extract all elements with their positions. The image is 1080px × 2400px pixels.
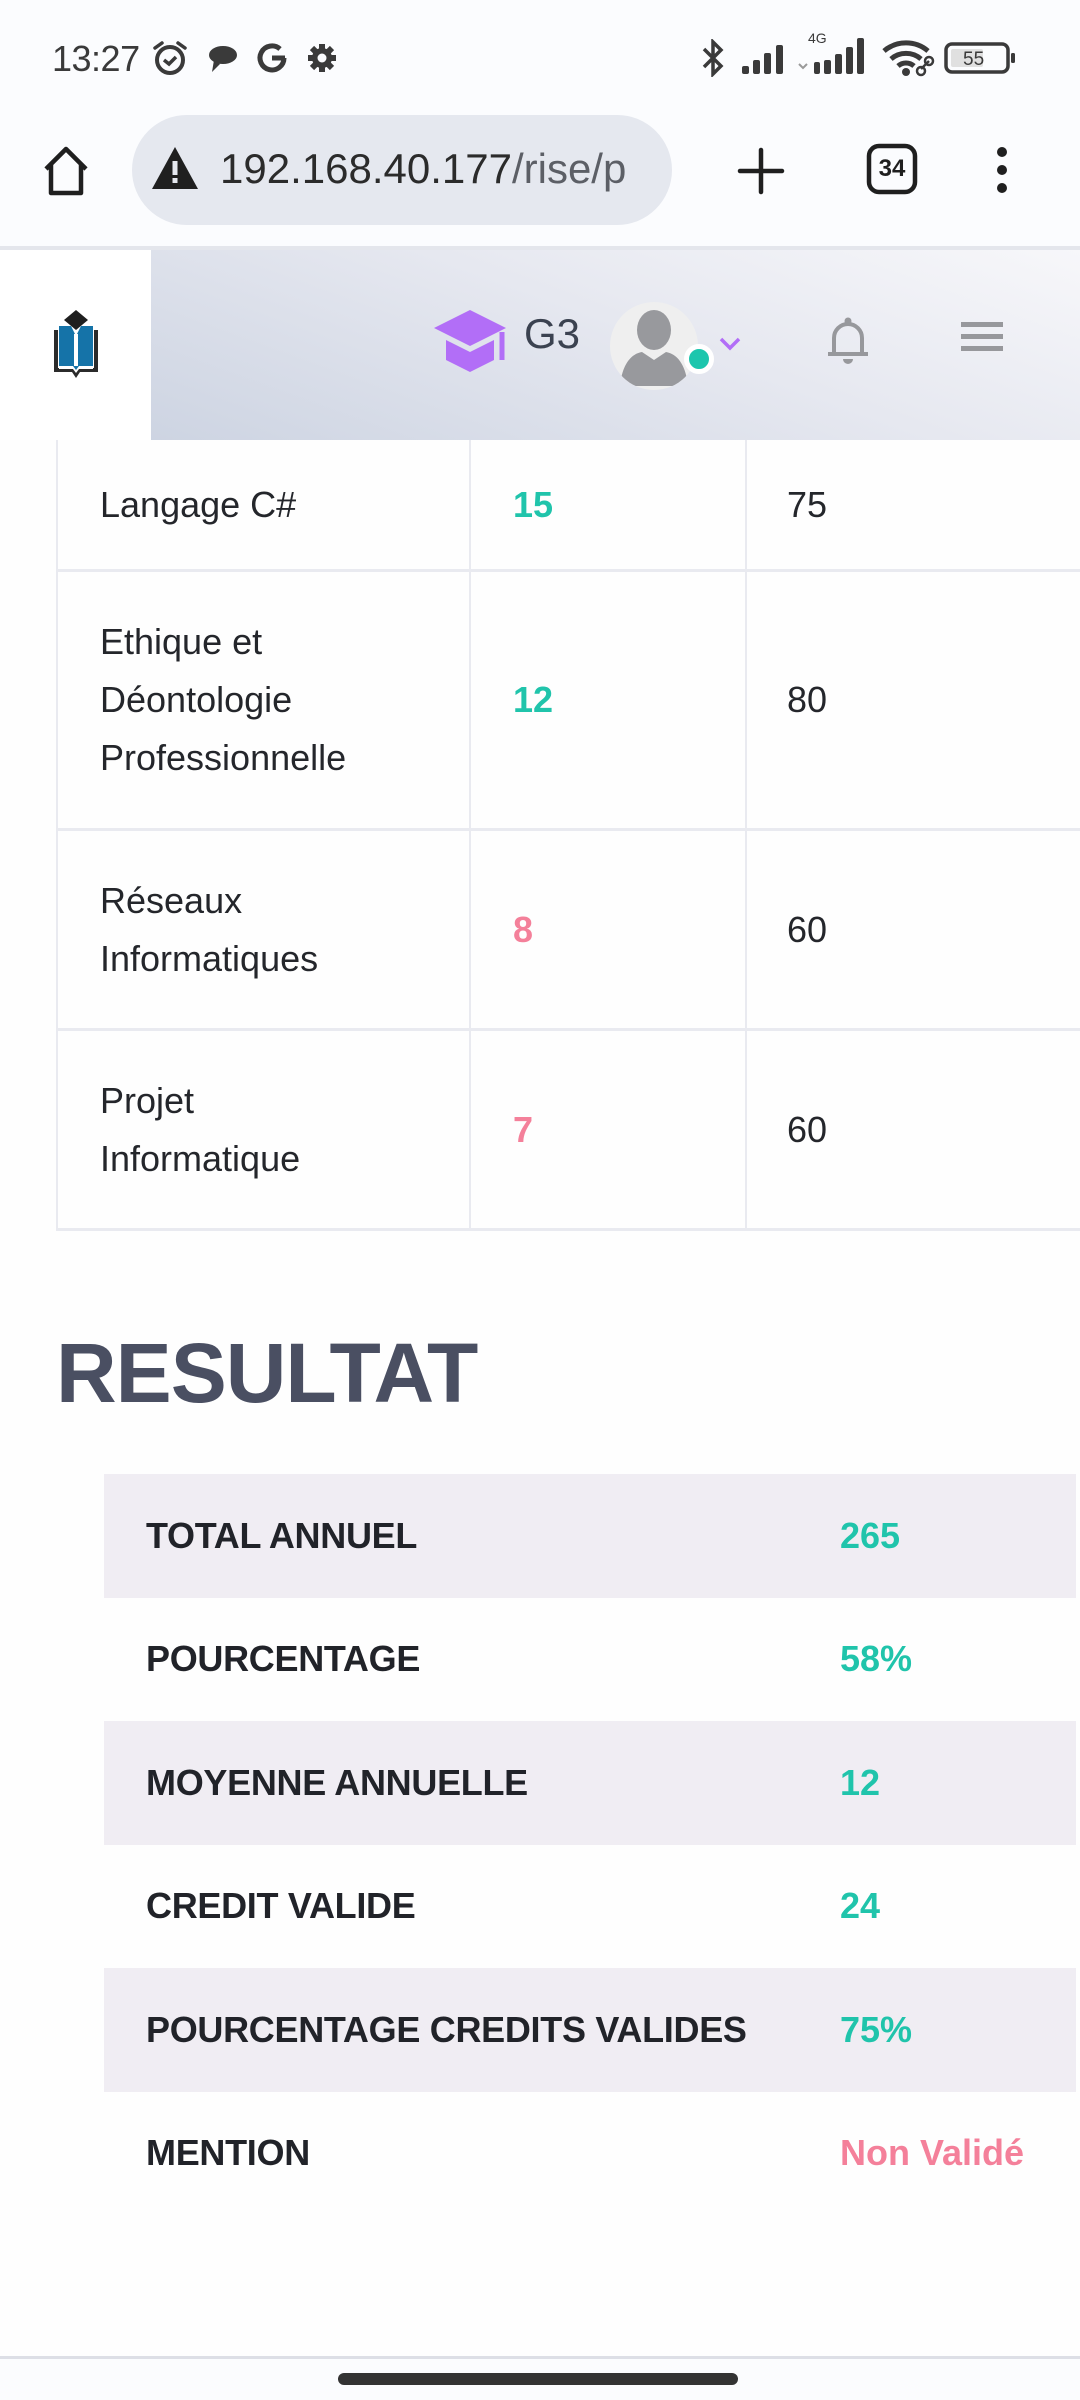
credit-cell: 75: [787, 483, 828, 525]
result-value: 24: [840, 1885, 881, 1927]
class-label[interactable]: G3: [524, 310, 581, 357]
result-label: TOTAL ANNUEL: [146, 1514, 418, 1556]
chat-bubble-icon: [202, 40, 242, 76]
plus-icon: [737, 147, 785, 195]
result-label: POURCENTAGE CREDITS VALIDES: [146, 2008, 747, 2050]
status-time: 13:27: [52, 38, 140, 79]
result-table: TOTAL ANNUEL 265 POURCENTAGE 58% MOYENNE…: [104, 1474, 1076, 2215]
hamburger-menu-icon[interactable]: [961, 322, 1005, 359]
note-cell: 12: [471, 572, 747, 828]
alarm-icon: [150, 40, 190, 76]
4g-signal-icon: 4G: [796, 30, 870, 76]
result-row-mention: MENTION Non Validé: [104, 2092, 1076, 2216]
result-value: 265: [840, 1514, 901, 1556]
battery-icon: 55: [944, 40, 1018, 76]
mention-status-value: Non Validé: [840, 2132, 1025, 2174]
nav-divider: [0, 2356, 1080, 2359]
home-icon: [44, 146, 88, 196]
home-gesture-handle[interactable]: [338, 2373, 738, 2385]
signal-icon: [738, 40, 790, 76]
home-button[interactable]: [40, 145, 92, 202]
result-row-moyenne-annuelle: MOYENNE ANNUELLE 12: [104, 1721, 1076, 1845]
result-label: MOYENNE ANNUELLE: [146, 1761, 528, 1803]
graduation-cap-icon: [432, 308, 510, 379]
status-bar: 13:27 4G 55: [0, 0, 1080, 118]
app-logo-icon[interactable]: [52, 308, 100, 385]
subject-cell: Projet Informatique: [58, 1031, 471, 1228]
table-row: Ethique et Déontologie Professionnelle 1…: [58, 572, 1080, 831]
online-status-dot: [684, 344, 714, 374]
url-text[interactable]: 192.168.40.177/rise/p: [220, 145, 627, 192]
logo-area[interactable]: [0, 250, 151, 440]
credit-cell: 60: [787, 1108, 828, 1150]
credit-cell: 60: [787, 908, 828, 950]
subject-cell: Langage C#: [58, 440, 471, 569]
subject-cell: Réseaux Informatiques: [58, 831, 471, 1028]
tab-switcher-button[interactable]: 34: [866, 143, 918, 195]
result-row-total-annuel: TOTAL ANNUEL 265: [104, 1474, 1076, 1598]
svg-text:55: 55: [963, 49, 984, 70]
note-cell: 8: [471, 831, 747, 1028]
result-label: MENTION: [146, 2132, 310, 2174]
warning-triangle-icon[interactable]: [150, 145, 200, 196]
browser-divider: [0, 246, 1080, 250]
tabs-icon: [866, 143, 918, 195]
result-label: POURCENTAGE: [146, 1638, 421, 1680]
result-row-pourcentage: POURCENTAGE 58%: [104, 1598, 1076, 1722]
user-menu-chevron-down-icon[interactable]: [718, 336, 742, 357]
wifi-icon: [880, 40, 936, 77]
result-label: CREDIT VALIDE: [146, 1885, 416, 1927]
app-header: G3: [0, 250, 1080, 440]
browser-menu-button[interactable]: [990, 146, 1014, 201]
table-row: Langage C# 15 75: [58, 440, 1080, 572]
new-tab-button[interactable]: [736, 146, 786, 201]
result-heading: RESULTAT: [56, 1326, 478, 1420]
note-cell: 7: [471, 1031, 747, 1228]
svg-text:4G: 4G: [808, 30, 827, 46]
table-row: Projet Informatique 7 60: [58, 1031, 1080, 1231]
google-icon: [252, 40, 292, 76]
result-row-credit-valide: CREDIT VALIDE 24: [104, 1845, 1076, 1969]
bluetooth-icon: [698, 39, 728, 77]
credit-cell: 80: [787, 679, 828, 720]
result-value: 58%: [840, 1638, 913, 1680]
table-row: Réseaux Informatiques 8 60: [58, 831, 1080, 1031]
settings-gear-icon: [302, 40, 342, 76]
result-value: 12: [840, 1761, 881, 1803]
subject-cell: Ethique et Déontologie Professionnelle: [58, 572, 471, 828]
result-value: 75%: [840, 2008, 913, 2050]
address-bar[interactable]: 192.168.40.177/rise/p: [132, 115, 672, 225]
user-avatar[interactable]: [610, 302, 698, 390]
tab-count: 34: [878, 155, 906, 182]
grades-table: Langage C# 15 75 Ethique et Déontologie …: [56, 440, 1080, 1231]
note-cell: 15: [471, 440, 747, 569]
more-vertical-icon: [997, 147, 1007, 193]
user-silhouette-icon: [620, 310, 688, 386]
result-row-pourcentage-credits: POURCENTAGE CREDITS VALIDES 75%: [104, 1968, 1076, 2092]
notification-bell-icon[interactable]: [826, 316, 870, 371]
